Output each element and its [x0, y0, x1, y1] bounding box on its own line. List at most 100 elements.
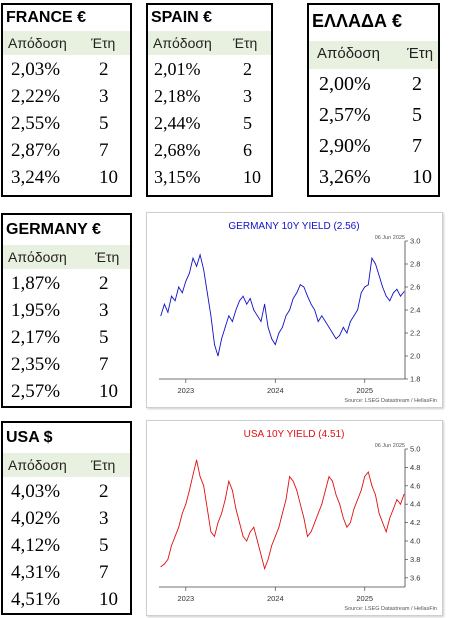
data-point — [346, 526, 348, 528]
table-row: 1,95% 3 — [3, 296, 130, 323]
years-value: 5 — [412, 104, 422, 126]
chart-title: GERMANY 10Y YIELD (2.56) — [228, 221, 359, 232]
yield-value: 4,51% — [11, 589, 61, 610]
data-point — [378, 513, 380, 514]
data-point — [160, 315, 162, 317]
data-point — [271, 545, 273, 546]
data-point — [164, 303, 165, 305]
years-header: Έτη — [233, 35, 258, 51]
years-value: 5 — [243, 113, 252, 133]
data-point — [310, 303, 312, 305]
column-headers: Απόδοση Έτη — [309, 41, 438, 69]
table-row: 4,51% 10 — [3, 585, 130, 612]
data-point — [274, 536, 276, 537]
y-tick-label: 5.0 — [410, 445, 420, 454]
data-point — [314, 522, 316, 523]
usa-10y-chart: USA 10Y YIELD (4.51) 06 Jun 2025 5.0 4.8 4.6… — [146, 420, 443, 616]
data-point — [285, 499, 287, 500]
years-value: 3 — [99, 86, 109, 107]
usa-yield-table: USA $ Απόδοση Έτη 4,03% 2 4,02% 3 4,12% 5 4,31… — [1, 421, 132, 615]
years-value: 5 — [99, 535, 109, 556]
data-point — [264, 568, 265, 569]
y-tick-label: 2.8 — [410, 260, 420, 269]
table-rows: 1,87% 2 1,95% 3 2,17% 5 2,35% 7 2,57% 10 — [3, 269, 130, 404]
data-point — [239, 300, 240, 302]
table-row: 2,18% 3 — [148, 82, 271, 109]
years-value: 2 — [243, 59, 252, 79]
yield-value: 1,87% — [11, 273, 61, 294]
chart-date-label: 06 Jun 2025 — [375, 443, 405, 449]
data-point — [285, 315, 287, 317]
table-row: 3,15% 10 — [148, 163, 271, 190]
data-point — [321, 315, 323, 317]
data-point — [396, 288, 398, 290]
data-point — [353, 315, 355, 317]
yield-value: 2,90% — [319, 135, 371, 157]
years-header: Έτη — [91, 35, 116, 51]
table-row: 3,26% 10 — [309, 162, 438, 193]
x-tick-label: 2023 — [177, 386, 194, 395]
data-point — [332, 332, 333, 334]
years-value: 5 — [99, 113, 109, 134]
x-tick-label: 2023 — [177, 594, 194, 603]
data-point — [167, 311, 169, 313]
data-point — [375, 494, 376, 496]
yield-value: 4,12% — [11, 535, 61, 556]
years-value: 2 — [99, 481, 109, 502]
yield-value: 2,35% — [11, 354, 61, 375]
data-point — [396, 499, 398, 500]
data-point — [400, 503, 401, 505]
years-value: 7 — [99, 354, 109, 375]
data-point — [196, 265, 197, 267]
years-value: 2 — [412, 73, 422, 95]
data-point — [274, 344, 276, 345]
data-point — [214, 344, 215, 345]
table-row: 2,55% 5 — [3, 109, 130, 136]
data-point — [192, 474, 194, 476]
data-point — [257, 540, 258, 542]
series-line — [160, 253, 405, 357]
data-point — [260, 554, 262, 556]
years-header: Έτη — [407, 45, 434, 62]
y-tick-label: 2.6 — [410, 283, 420, 292]
x-tick-label: 2025 — [356, 594, 373, 603]
data-point — [282, 513, 283, 514]
yield-value: 2,57% — [11, 381, 61, 402]
data-point — [400, 295, 401, 297]
data-point — [249, 531, 251, 533]
table-row: 2,44% 5 — [148, 109, 271, 136]
data-point — [196, 459, 197, 461]
data-point — [221, 513, 222, 514]
data-point — [303, 517, 305, 519]
data-point — [332, 480, 333, 482]
data-point — [375, 263, 376, 265]
france-yield-table: FRANCE € Απόδοση Έτη 2,03% 2 2,22% 3 2,55% 5 2… — [1, 3, 132, 197]
yield-header: Απόδοση — [8, 457, 67, 473]
years-header: Έτη — [95, 249, 120, 265]
yield-value: 4,03% — [11, 481, 61, 502]
data-point — [224, 499, 226, 500]
years-value: 3 — [243, 86, 252, 106]
data-point — [292, 298, 294, 299]
data-point — [393, 292, 394, 294]
data-point — [164, 563, 165, 565]
years-value: 7 — [412, 135, 422, 157]
years-value: 7 — [99, 562, 109, 583]
years-value: 10 — [99, 381, 118, 402]
data-point — [239, 522, 240, 523]
data-point — [403, 291, 405, 292]
data-point — [325, 321, 326, 322]
years-value: 5 — [99, 327, 109, 348]
yield-value: 2,03% — [11, 59, 61, 80]
table-row: 4,03% 2 — [3, 477, 130, 504]
germany-yield-table: GERMANY € Απόδοση Έτη 1,87% 2 1,95% 3 2,17% 5… — [1, 213, 132, 408]
data-point — [203, 269, 205, 271]
data-point — [210, 531, 212, 533]
table-rows: 2,00% 2 2,57% 5 2,90% 7 3,26% 10 — [309, 69, 438, 193]
y-tick-label: 2.4 — [410, 306, 420, 315]
table-row: 2,57% 5 — [309, 100, 438, 131]
data-point — [296, 490, 298, 491]
years-header: Έτη — [91, 457, 116, 473]
data-point — [189, 272, 190, 274]
years-value: 10 — [243, 167, 261, 187]
